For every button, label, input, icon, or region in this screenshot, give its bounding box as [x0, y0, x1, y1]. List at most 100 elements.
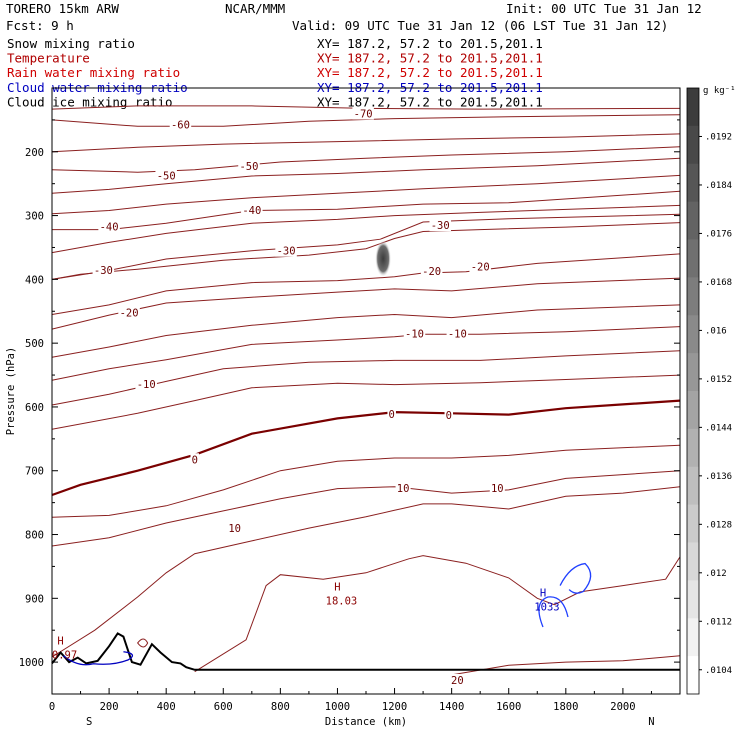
init-time: Init: 00 UTC Tue 31 Jan 12: [506, 1, 702, 16]
contour-label: 10: [228, 523, 241, 535]
temperature-contour: [51, 374, 681, 430]
temperature-contour: [51, 253, 681, 315]
temperature-contour: [51, 222, 681, 280]
colorbar-segment: [687, 618, 699, 657]
y-tick-label: 1000: [19, 657, 44, 669]
colorbar-unit: g kg⁻¹: [703, 86, 736, 96]
temperature-contour: [51, 157, 681, 194]
colorbar-segment: [687, 315, 699, 354]
temperature-contour: [51, 486, 681, 658]
contour-label: 10: [397, 483, 410, 495]
contour-label: 20: [451, 675, 464, 687]
colorbar-segment: [687, 163, 699, 203]
contour-label: -30: [277, 246, 296, 258]
contour-label: -10: [405, 329, 424, 341]
field-label: Cloud water mixing ratio: [7, 80, 188, 95]
x-tick-label: 800: [271, 701, 290, 713]
cloud-water-contour: [63, 651, 134, 666]
colorbar-segment: [687, 428, 699, 468]
colorbar-label: .0128: [705, 520, 732, 530]
y-tick-label: 300: [25, 211, 44, 223]
colorbar-segment: [687, 88, 699, 127]
y-tick-label: 400: [25, 274, 44, 286]
snow-mixing-core: [375, 240, 392, 277]
x-tick-label: 2000: [610, 701, 635, 713]
org-title: NCAR/MMM: [225, 1, 285, 16]
temperature-contour: [51, 213, 681, 280]
colorbar-label: .0176: [705, 229, 732, 239]
field-xy: XY= 187.2, 57.2 to 201.5,201.1: [317, 65, 543, 80]
contour-label-bg: [444, 409, 454, 422]
y-tick-label: 200: [25, 147, 44, 159]
north-label: N: [648, 716, 654, 728]
high-value: 1033: [534, 602, 559, 614]
field-xy: XY= 187.2, 57.2 to 201.5,201.1: [317, 51, 543, 66]
temperature-contour: [51, 133, 681, 153]
contour-label: -10: [448, 329, 467, 341]
contour-label-bg: [420, 265, 443, 278]
contour-label: -20: [471, 262, 490, 274]
contour-label: -50: [239, 161, 258, 173]
contour-label: -20: [422, 266, 441, 278]
temperature-contour: [51, 444, 681, 518]
colorbar-label: .012: [705, 569, 727, 579]
x-tick-label: 1600: [496, 701, 521, 713]
colorbar-segment: [687, 504, 699, 543]
contour-label-bg: [429, 219, 451, 232]
contour-label-bg: [135, 377, 157, 390]
temperature-contour: [51, 114, 681, 127]
temperature-contour: [51, 470, 681, 547]
y-axis-label: Pressure (hPa): [5, 347, 17, 436]
contour-label-bg: [92, 263, 115, 276]
colorbar-label: .0104: [705, 666, 732, 676]
contour-label-bg: [227, 522, 243, 535]
contour-label-bg: [395, 481, 411, 494]
contour-label: -30: [431, 220, 450, 232]
temperature-contour: [51, 204, 681, 254]
colorbar-segment: [687, 239, 699, 278]
y-tick-label: 700: [25, 466, 44, 478]
x-tick-label: 1000: [325, 701, 350, 713]
x-tick-label: 1800: [553, 701, 578, 713]
colorbar-segment: [687, 580, 699, 619]
contour-label-bg: [238, 159, 260, 172]
colorbar-label: .0192: [705, 132, 732, 142]
temperature-contour: [194, 555, 681, 673]
colorbar: g kg⁻¹ .0192 .0184 .0176 .0168 .016 .0152 .0144…: [686, 86, 736, 695]
plot-frame: [51, 87, 681, 695]
high-marker: H: [57, 636, 63, 648]
contour-label: -30: [94, 265, 113, 277]
temperature-contour: [52, 190, 681, 231]
colorbar-label: .0184: [705, 181, 732, 191]
x-tick-label: 200: [100, 701, 119, 713]
contour-label: -40: [100, 221, 119, 233]
colorbar-segment: [687, 201, 699, 240]
temperature-contour: [51, 146, 681, 173]
contour-label-bg: [118, 306, 140, 319]
x-tick-label: 400: [157, 701, 176, 713]
temperature-contour-loop: [137, 638, 149, 648]
colorbar-segment: [687, 125, 699, 165]
contour-label: -70: [354, 109, 373, 121]
temperature-contour: [51, 326, 681, 381]
colorbar-segment: [687, 542, 699, 581]
contour-label: 10: [491, 483, 504, 495]
colorbar-segment: [687, 277, 699, 316]
colorbar-label: .0136: [705, 472, 732, 482]
field-label: Snow mixing ratio: [7, 36, 135, 51]
forecast-hour: Fcst: 9 h: [6, 18, 74, 33]
contour-label-bg: [469, 260, 491, 273]
x-tick-label: 1200: [382, 701, 407, 713]
field-label: Cloud ice mixing ratio: [7, 94, 173, 109]
x-tick-label: 600: [214, 701, 233, 713]
valid-time: Valid: 09 UTC Tue 31 Jan 12 (06 LST Tue …: [292, 18, 668, 33]
colorbar-segment: [687, 656, 699, 695]
colorbar-segment: [687, 391, 699, 430]
field-xy: XY= 187.2, 57.2 to 201.5,201.1: [317, 36, 543, 51]
field-xy: XY= 187.2, 57.2 to 201.5,201.1: [317, 94, 543, 109]
south-label: S: [86, 716, 92, 728]
contour-label-bg: [449, 673, 465, 686]
temperature-contour: [51, 174, 681, 215]
colorbar-segment: [687, 466, 699, 506]
